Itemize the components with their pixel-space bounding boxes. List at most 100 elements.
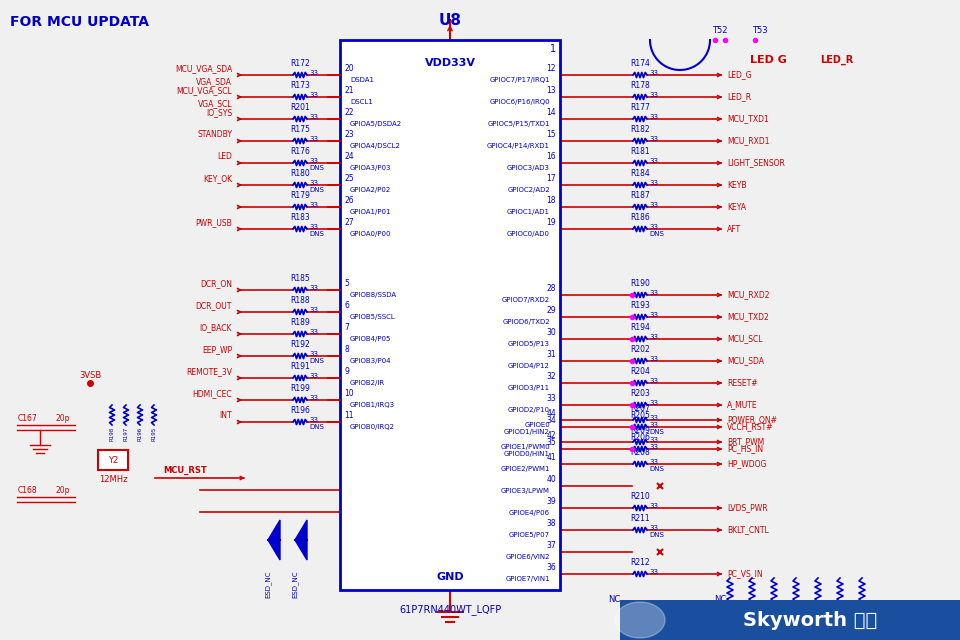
Text: GPIOE5/P07: GPIOE5/P07 — [509, 532, 550, 538]
Text: R185: R185 — [290, 274, 310, 283]
Text: R181: R181 — [630, 147, 650, 156]
Text: 1: 1 — [550, 44, 556, 54]
Text: LED_R: LED_R — [727, 93, 751, 102]
Text: ESD_NC: ESD_NC — [265, 570, 272, 598]
Text: 21: 21 — [344, 86, 353, 95]
Text: GPIOD3/P11: GPIOD3/P11 — [508, 385, 550, 391]
Text: 12MHz: 12MHz — [99, 475, 128, 484]
Text: R180: R180 — [290, 169, 310, 178]
Text: GPIOB3/P04: GPIOB3/P04 — [350, 358, 392, 364]
Text: HDMI_CEC: HDMI_CEC — [192, 389, 232, 398]
Text: GPIOD5/P13: GPIOD5/P13 — [508, 341, 550, 347]
Text: 33: 33 — [309, 285, 318, 291]
Text: 24: 24 — [344, 152, 353, 161]
Text: GPIOC4/P14/RXD1: GPIOC4/P14/RXD1 — [487, 143, 550, 149]
Text: KEYB: KEYB — [727, 180, 747, 189]
Polygon shape — [615, 602, 665, 638]
Text: 33: 33 — [649, 180, 658, 186]
Text: GPIOE7/VIN1: GPIOE7/VIN1 — [505, 576, 550, 582]
Text: 33: 33 — [649, 92, 658, 98]
Text: 33: 33 — [649, 459, 658, 465]
Text: GPIOD7/RXD2: GPIOD7/RXD2 — [502, 297, 550, 303]
Text: 33: 33 — [649, 136, 658, 142]
Text: MCU_RST: MCU_RST — [163, 465, 206, 475]
Text: 33: 33 — [649, 422, 658, 428]
Text: MCU_VGA_SCL: MCU_VGA_SCL — [177, 86, 232, 95]
Bar — [98, 450, 128, 470]
Text: MCU_VGA_SDA: MCU_VGA_SDA — [175, 64, 232, 73]
Text: GPIOE4/P06: GPIOE4/P06 — [509, 510, 550, 516]
Text: 20p: 20p — [55, 486, 69, 495]
Text: FOR MCU UPDATA: FOR MCU UPDATA — [10, 15, 149, 29]
Text: 33: 33 — [649, 290, 658, 296]
Text: GPIOD6/TXD2: GPIOD6/TXD2 — [502, 319, 550, 325]
Text: 33: 33 — [309, 395, 318, 401]
Text: BKLT_CNTL: BKLT_CNTL — [727, 525, 769, 534]
Text: MCU_RXD2: MCU_RXD2 — [727, 291, 770, 300]
Text: R197: R197 — [124, 427, 129, 441]
Text: MCU_TXD2: MCU_TXD2 — [727, 312, 769, 321]
Text: 5: 5 — [344, 279, 348, 288]
Text: STANDBY: STANDBY — [197, 130, 232, 139]
Text: 33: 33 — [649, 437, 658, 443]
Text: REMOTE_3V: REMOTE_3V — [186, 367, 232, 376]
Text: 33: 33 — [309, 136, 318, 142]
Text: DNS: DNS — [649, 231, 664, 237]
Text: 38: 38 — [546, 519, 556, 528]
Text: INT: INT — [220, 411, 232, 420]
Text: 37: 37 — [546, 541, 556, 550]
Text: GPIOB8/SSDA: GPIOB8/SSDA — [350, 292, 397, 298]
Bar — [620, 600, 960, 640]
Text: 33: 33 — [309, 417, 318, 423]
Polygon shape — [295, 520, 307, 540]
Text: 33: 33 — [309, 329, 318, 335]
Text: R186: R186 — [630, 213, 650, 222]
Text: 33: 33 — [649, 444, 658, 450]
Text: 6: 6 — [344, 301, 348, 310]
Text: 33: 33 — [309, 114, 318, 120]
Text: 33: 33 — [649, 503, 658, 509]
Text: GPIOC2/AD2: GPIOC2/AD2 — [507, 187, 550, 193]
Polygon shape — [268, 520, 280, 540]
Text: GPIOD1/HIN2: GPIOD1/HIN2 — [504, 429, 550, 435]
Text: 61P7RN440WT_LQFP: 61P7RN440WT_LQFP — [398, 604, 501, 615]
Text: 44: 44 — [546, 409, 556, 418]
Text: 29: 29 — [546, 306, 556, 315]
Text: 31: 31 — [546, 350, 556, 359]
Text: 33: 33 — [309, 92, 318, 98]
Text: GPIOE3/LPWM: GPIOE3/LPWM — [501, 488, 550, 494]
Text: C168: C168 — [18, 486, 37, 495]
Text: GND: GND — [436, 572, 464, 582]
Text: 4.7K: 4.7K — [766, 604, 781, 610]
Text: KEYA: KEYA — [727, 202, 746, 211]
Text: R187: R187 — [630, 191, 650, 200]
Text: 13: 13 — [546, 86, 556, 95]
Text: 8: 8 — [344, 345, 348, 354]
Text: GPIOA4/DSCL2: GPIOA4/DSCL2 — [350, 143, 401, 149]
Text: DCR_OUT: DCR_OUT — [196, 301, 232, 310]
Text: 28: 28 — [546, 284, 556, 293]
Text: 33: 33 — [649, 356, 658, 362]
Text: GPIOE6/VIN2: GPIOE6/VIN2 — [506, 554, 550, 560]
Text: PC_VS_IN: PC_VS_IN — [727, 570, 762, 579]
Text: LED_G: LED_G — [727, 70, 752, 79]
Text: R203: R203 — [630, 389, 650, 398]
Text: 33: 33 — [649, 525, 658, 531]
Text: 20p: 20p — [55, 413, 69, 422]
Text: PWR_USB: PWR_USB — [195, 218, 232, 227]
Text: 23: 23 — [344, 130, 353, 139]
Text: GPIOC3/AD3: GPIOC3/AD3 — [507, 165, 550, 171]
Text: Skyworth 创维: Skyworth 创维 — [743, 611, 877, 630]
Text: 33: 33 — [309, 180, 318, 186]
Text: 33: 33 — [309, 224, 318, 230]
Text: GPIOD0/HIN1: GPIOD0/HIN1 — [504, 451, 550, 457]
Text: EEP_WP: EEP_WP — [202, 345, 232, 354]
Text: MCU_SCL: MCU_SCL — [727, 335, 762, 344]
Text: R191: R191 — [290, 362, 310, 371]
Text: GPIOE2/PWM1: GPIOE2/PWM1 — [500, 466, 550, 472]
Text: 33: 33 — [649, 312, 658, 318]
Text: 33: 33 — [649, 334, 658, 340]
Text: DSDA1: DSDA1 — [350, 77, 374, 83]
Text: BRT_PWM: BRT_PWM — [727, 438, 764, 447]
Text: GPIOB5/SSCL: GPIOB5/SSCL — [350, 314, 396, 320]
